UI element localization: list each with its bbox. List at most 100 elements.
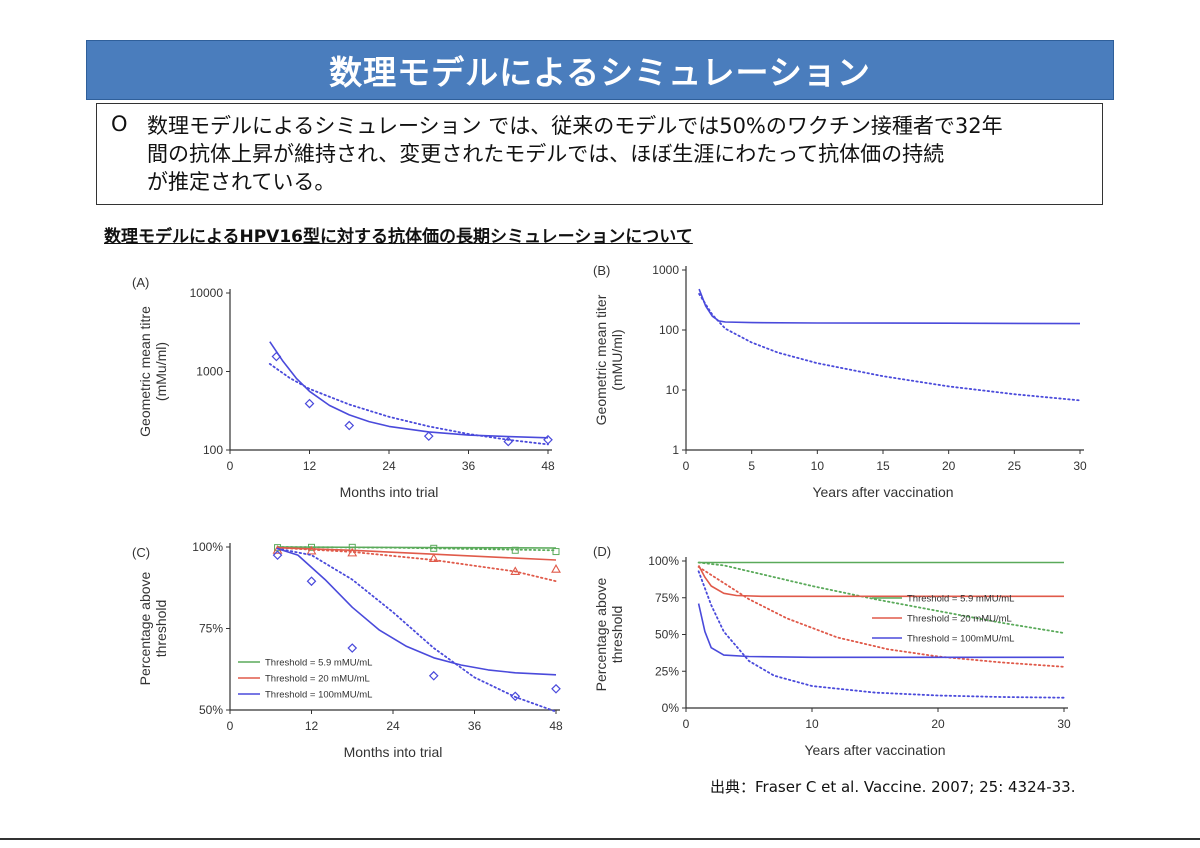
panel-d-y-tick-label: 50% <box>655 628 679 642</box>
panel-d-xlabel: Years after vaccination <box>804 742 945 758</box>
panel-d-legend-green-label: Threshold = 5.9 mMU/mL <box>907 594 1014 605</box>
panel-c-blue-marker <box>428 670 439 681</box>
panel-a-y-tick-label: 10000 <box>190 286 224 300</box>
panel-c-blue-solid-line <box>277 547 557 676</box>
summary-box: O 数理モデルによるシミュレーション では、従来のモデルでは50%のワクチン接種… <box>96 103 1103 205</box>
panel-a-blue-marker <box>503 436 514 447</box>
panel-c-blue-dotted-line <box>276 547 557 713</box>
panel-d-legend-red-label: Threshold = 20 mMU/mL <box>907 614 1012 625</box>
panel-c-legend-blue-label: Threshold = 100mMU/mL <box>265 690 372 701</box>
panel-c-red-marker <box>510 566 521 575</box>
panel-d-blue-solid-line <box>697 603 1064 659</box>
panel-d-legend-blue-label: Threshold = 100mMU/mL <box>907 634 1014 645</box>
panel-b-xlabel: Years after vaccination <box>812 484 953 500</box>
panel-c-ylabel: threshold <box>153 600 169 658</box>
figure-subtitle: 数理モデルによるHPV16型に対する抗体価の長期シミュレーションについて <box>104 227 693 247</box>
panel-b-blue-solid-line <box>698 288 1081 325</box>
panel-c-blue-marker <box>272 550 283 560</box>
panel-d-green-dotted-line <box>697 561 1065 634</box>
panel-c-y-tick-label: 100% <box>192 540 223 554</box>
panel-b-label: (B) <box>593 263 610 278</box>
panel-d-blue-dotted-line <box>697 570 1065 699</box>
panel-c-x-tick-label: 48 <box>549 719 563 733</box>
summary-line-1: 数理モデルによるシミュレーション では、従来のモデルでは50%のワクチン接種者で… <box>147 114 1003 138</box>
panel-d-x-tick-label: 20 <box>931 717 945 731</box>
panel-c-green-marker <box>552 548 560 556</box>
panel-a-ylabel: Geometric mean titre <box>137 306 153 437</box>
panel-c-red-marker <box>306 545 317 555</box>
panel-c-xlabel: Months into trial <box>344 744 443 760</box>
panel-c-y-tick-label: 50% <box>199 703 223 717</box>
panel-d-y-tick-label: 0% <box>662 701 680 715</box>
panel-b-y-tick-label: 1000 <box>652 263 679 277</box>
panel-a-x-tick-label: 24 <box>382 459 396 473</box>
panel-d-y-tick-label: 75% <box>655 591 679 605</box>
panel-d-ylabel: threshold <box>609 606 625 664</box>
panel-a-x-tick-label: 12 <box>303 459 317 473</box>
panel-c-blue-marker <box>306 576 317 587</box>
panel-a-blue-marker <box>271 351 282 362</box>
panel-b-x-tick-label: 25 <box>1008 459 1022 473</box>
panel-b-ylabel: (mMU/ml) <box>609 329 625 390</box>
panel-b-x-tick-label: 0 <box>683 459 690 473</box>
panel-a-blue-marker <box>423 431 434 442</box>
panel-c-blue-marker <box>551 683 561 694</box>
panel-c-red-dotted-line <box>276 546 557 583</box>
panel-d-label: (D) <box>593 544 611 559</box>
panel-a-y-tick-label: 100 <box>203 443 223 457</box>
panel-a-y-tick-label: 1000 <box>196 365 223 379</box>
panel-c-green-dotted-line <box>276 546 557 552</box>
panel-c-x-tick-label: 0 <box>227 719 234 733</box>
panel-c-green-marker <box>511 546 519 554</box>
panel-d-x-tick-label: 0 <box>683 717 690 731</box>
panel-b-y-tick-label: 100 <box>659 323 679 337</box>
panel-b-x-tick-label: 30 <box>1073 459 1087 473</box>
slide-title-bar: 数理モデルによるシミュレーション <box>86 40 1114 100</box>
panel-a-label: (A) <box>132 275 149 290</box>
panel-a-x-tick-label: 36 <box>462 459 476 473</box>
panel-b-ylabel: Geometric mean titer <box>593 294 609 425</box>
bottom-divider <box>0 838 1200 840</box>
panel-b-blue-dotted-line <box>698 292 1081 402</box>
panel-a-x-tick-label: 48 <box>541 459 555 473</box>
panel-c-red-marker <box>347 547 358 557</box>
panel-b-y-tick-label: 1 <box>672 443 679 457</box>
panel-c-red-marker <box>428 553 439 562</box>
panel-c-legend-red-label: Threshold = 20 mMU/mL <box>265 674 370 685</box>
panel-c-legend-green-label: Threshold = 5.9 mMU/mL <box>265 658 372 669</box>
panel-d-red-dotted-line <box>697 566 1065 668</box>
summary-line-3: が推定されている。 <box>147 170 336 194</box>
panel-c-label: (C) <box>132 545 150 560</box>
citation: 出典：Fraser C et al. Vaccine. 2007; 25: 43… <box>710 778 1076 796</box>
panel-c-red-marker <box>551 564 561 573</box>
panel-c-blue-marker <box>347 643 358 653</box>
panel-a-x-tick-label: 0 <box>227 459 234 473</box>
panel-d-y-tick-label: 25% <box>655 664 679 678</box>
panel-a-xlabel: Months into trial <box>340 484 439 500</box>
panel-b-y-tick-label: 10 <box>666 383 680 397</box>
panel-c-x-tick-label: 12 <box>305 719 319 733</box>
panel-a-blue-solid-line <box>269 341 549 439</box>
panel-d-x-tick-label: 10 <box>805 717 819 731</box>
slide-title: 数理モデルによるシミュレーション <box>329 53 871 92</box>
panel-c-green-marker <box>430 544 438 552</box>
panel-c-x-tick-label: 24 <box>386 719 400 733</box>
panel-a-blue-marker <box>543 434 553 445</box>
panel-d-y-tick-label: 100% <box>648 554 679 568</box>
panel-b-x-tick-label: 20 <box>942 459 956 473</box>
panel-c-green-marker <box>308 543 315 551</box>
panel-c-y-tick-label: 75% <box>199 622 223 636</box>
panel-a-blue-marker <box>344 420 355 431</box>
panel-c-ylabel: Percentage above <box>137 571 153 685</box>
panel-c-x-tick-label: 36 <box>468 719 482 733</box>
panel-d-ylabel: Percentage above <box>593 577 609 691</box>
panel-b-x-tick-label: 15 <box>876 459 890 473</box>
panel-c-blue-marker <box>510 691 521 702</box>
summary-bullet: O <box>111 112 128 136</box>
summary-line-2: 間の抗体上昇が維持され、変更されたモデルでは、ほぼ生涯にわたって抗体価の持続 <box>147 142 945 166</box>
panel-b-x-tick-label: 10 <box>811 459 825 473</box>
panel-b-x-tick-label: 5 <box>748 459 755 473</box>
panel-d-x-tick-label: 30 <box>1057 717 1071 731</box>
panel-d-red-solid-line <box>697 565 1064 598</box>
